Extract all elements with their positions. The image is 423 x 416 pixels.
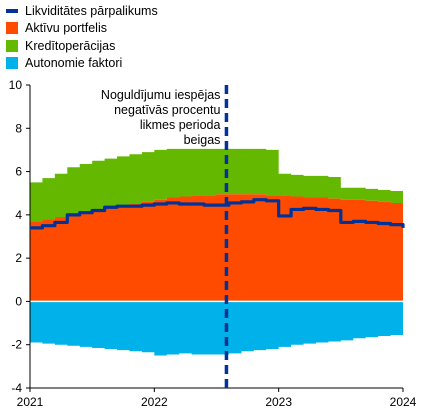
legend-label-autonomous: Autonomie faktori <box>25 56 123 71</box>
area-credit <box>30 148 403 222</box>
annotation-line: likmes perioda <box>140 118 221 132</box>
y-tick-label: 10 <box>9 78 23 92</box>
y-tick-label: 2 <box>15 251 22 265</box>
legend-swatch-autonomous <box>6 57 18 70</box>
legend-item-liquidity: Likviditātes pārpalikums <box>6 2 158 20</box>
y-tick-label: 8 <box>15 121 22 135</box>
legend: Likviditātes pārpalikums Aktīvu portfeli… <box>6 2 158 72</box>
axes-layer: -4 -2 0 2 4 6 8 10 2021 2022 2023 2024 <box>9 78 417 409</box>
annotation-line: beigas <box>184 133 221 147</box>
annotation-line: negatīvās procentu <box>114 103 220 117</box>
areas-layer <box>30 148 403 356</box>
y-tick-label: -2 <box>11 338 22 352</box>
legend-swatch-portfolios <box>6 22 18 35</box>
annotation-line: Noguldījumu iespējas <box>101 88 221 102</box>
x-tick-label: 2023 <box>265 395 292 409</box>
legend-item-credit: Kredītoperācijas <box>6 37 158 55</box>
x-tick-label: 2024 <box>390 395 417 409</box>
y-tick-label: 0 <box>15 294 22 308</box>
legend-label-portfolios: Aktīvu portfelis <box>25 21 107 36</box>
y-tick-label: 4 <box>15 208 22 222</box>
legend-swatch-credit <box>6 39 18 52</box>
x-tick-label: 2021 <box>17 395 44 409</box>
legend-item-autonomous: Autonomie faktori <box>6 55 158 73</box>
legend-swatch-liquidity <box>6 9 18 14</box>
x-tick-label: 2022 <box>141 395 168 409</box>
area-autonomous <box>30 301 403 356</box>
legend-label-liquidity: Likviditātes pārpalikums <box>25 3 158 18</box>
series-line-liquidity <box>30 198 405 230</box>
legend-item-portfolios: Aktīvu portfelis <box>6 20 158 38</box>
legend-label-credit: Kredītoperācijas <box>25 38 116 53</box>
y-tick-label: 6 <box>15 165 22 179</box>
area-portfolios <box>30 194 403 302</box>
y-tick-label: -4 <box>11 381 22 395</box>
